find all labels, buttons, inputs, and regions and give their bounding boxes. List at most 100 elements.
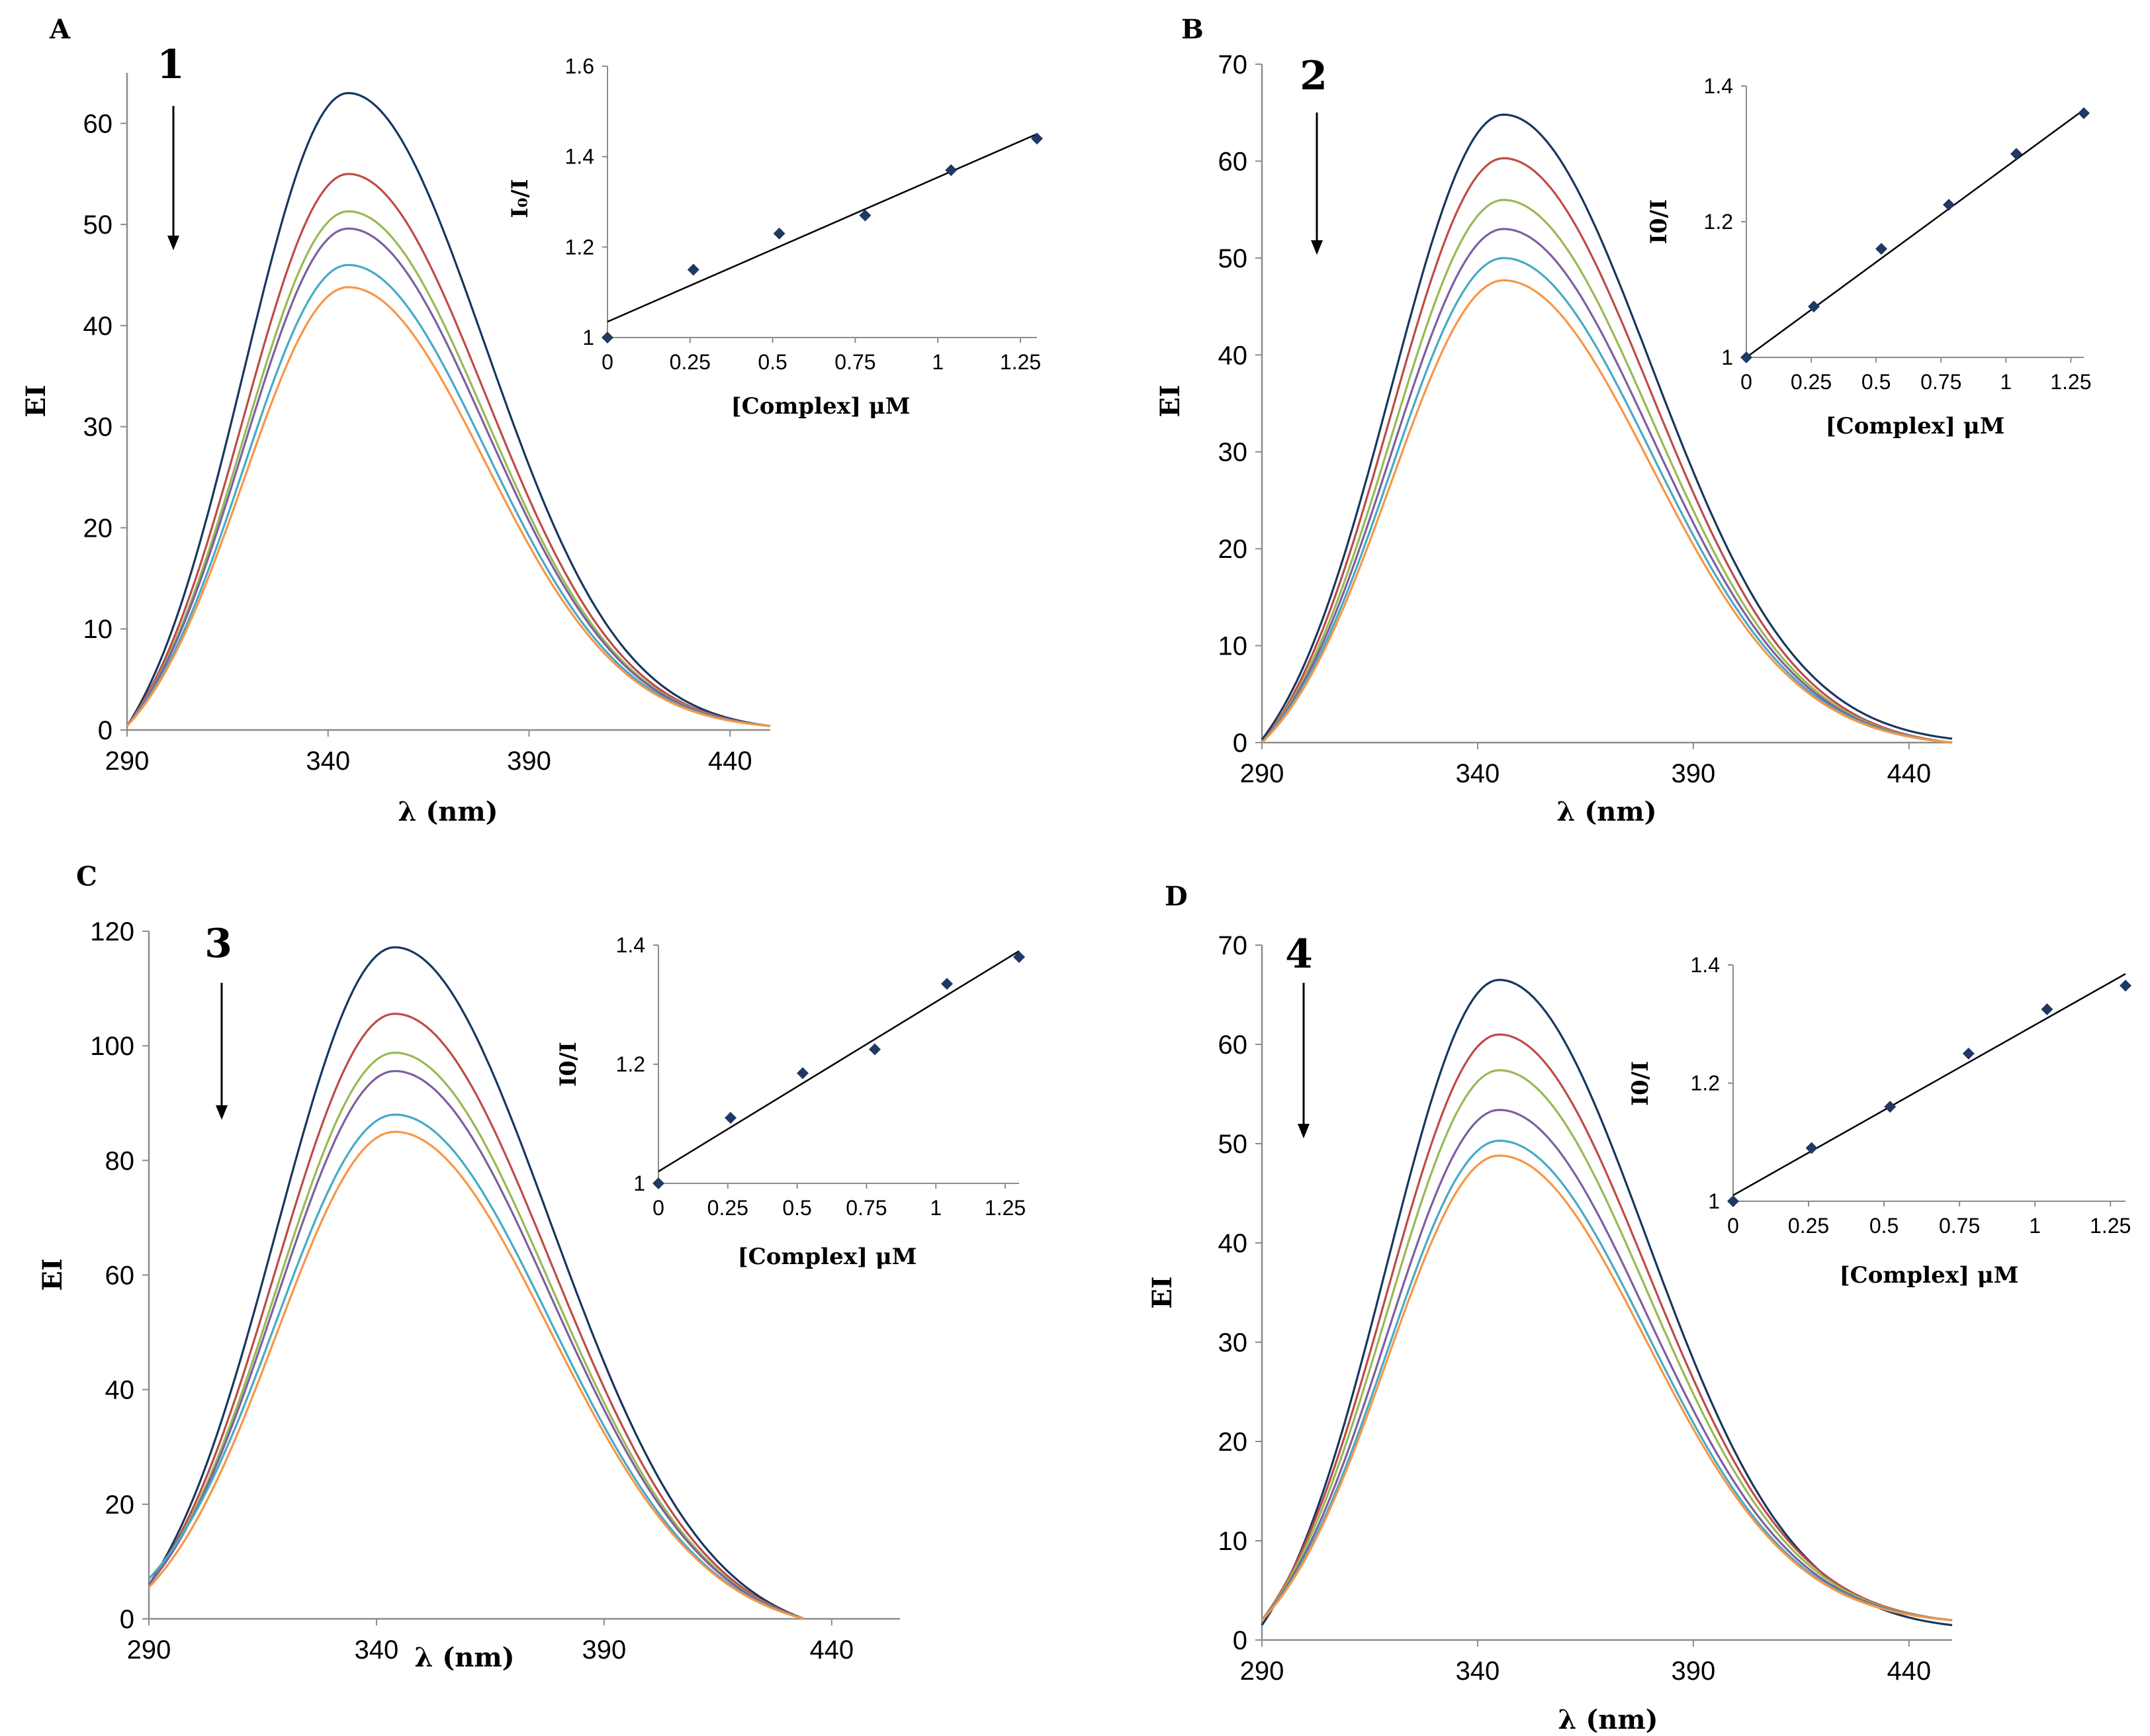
inset-y-tick-label: 1.4: [565, 145, 594, 169]
emission-series-line: [126, 286, 771, 727]
inset-x-tick-label: 0.5: [1869, 1214, 1899, 1238]
emission-series-line: [148, 1013, 805, 1620]
y-tick-label: 50: [1218, 1130, 1248, 1159]
quench-arrow-head: [1298, 1124, 1310, 1138]
y-tick-label: 40: [83, 312, 113, 341]
y-tick-label: 30: [1218, 438, 1248, 467]
emission-series-line: [1261, 257, 1953, 744]
emission-series-line: [1261, 1154, 1953, 1622]
inset-y-tick-label: 1.4: [1691, 953, 1720, 977]
inset-data-point: [869, 1043, 881, 1056]
inset-y-axis-label: I0/I: [555, 1042, 582, 1087]
y-tick-label: 20: [105, 1490, 135, 1520]
inset-x-tick-label: 0.75: [1939, 1214, 1980, 1238]
inset-data-point: [687, 263, 699, 276]
y-tick-label: 0: [98, 716, 112, 745]
emission-series-line: [1261, 978, 1953, 1627]
inset-x-tick-label: 1: [2029, 1214, 2041, 1238]
quench-arrow-head: [1311, 240, 1323, 255]
emission-series-line: [148, 1070, 805, 1620]
inset-y-tick-label: 1.4: [616, 933, 645, 957]
inset-plot: 1 1.2 1.4 0 0.25 0.5 0.75 1 1.25 [Complex] μM I0/I: [1646, 74, 2092, 439]
inset-data-point: [2041, 1003, 2053, 1015]
y-tick-label: 0: [1233, 1626, 1247, 1655]
inset-data-point: [1875, 243, 1887, 255]
panel-letter: A: [49, 14, 71, 45]
inset-y-tick-label: 1: [1708, 1189, 1720, 1213]
inset-fit-line: [1732, 973, 2126, 1197]
x-axis-label: λ (nm): [398, 796, 498, 827]
inset-plot: 1 1.2 1.4 0 0.25 0.5 0.75 1 1.25 [Complex] μM I0/I: [1627, 953, 2131, 1289]
emission-series-line: [126, 91, 771, 727]
inset-data-point: [773, 227, 785, 240]
inset-data-point: [1740, 351, 1752, 363]
y-tick-label: 50: [1218, 244, 1248, 273]
inset-x-tick-label: 1: [932, 350, 944, 374]
x-tick-label: 290: [1240, 759, 1284, 788]
inset-y-tick-label: 1.2: [616, 1052, 645, 1076]
inset-data-point: [1884, 1101, 1897, 1113]
panel-letter: C: [76, 861, 97, 892]
inset-x-tick-label: 1.25: [1000, 350, 1041, 374]
inset-data-point: [1727, 1195, 1739, 1207]
inset-x-tick-label: 0: [602, 350, 613, 374]
y-tick-label: 10: [1218, 1527, 1248, 1556]
inset-data-point: [859, 209, 872, 222]
y-axis-label: EI: [1155, 385, 1186, 417]
y-tick-label: 20: [1218, 1428, 1248, 1457]
y-tick-label: 20: [1218, 535, 1248, 564]
inset-y-tick-label: 1: [633, 1171, 645, 1195]
y-tick-label: 100: [90, 1032, 134, 1061]
inset-data-point: [945, 164, 958, 177]
inset-x-tick-label: 0.5: [758, 350, 787, 374]
inset-x-tick-label: 0.25: [707, 1196, 748, 1220]
y-tick-label: 0: [1233, 729, 1247, 758]
compound-number: 4: [1285, 931, 1313, 978]
inset-x-tick-label: 0: [652, 1196, 664, 1220]
emission-series-line: [1261, 113, 1953, 741]
x-tick-label: 340: [1456, 1657, 1500, 1686]
y-tick-label: 30: [1218, 1328, 1248, 1357]
y-tick-label: 70: [1218, 931, 1248, 960]
inset-y-tick-label: 1.2: [1704, 210, 1733, 234]
y-tick-label: 70: [1218, 50, 1248, 79]
x-tick-label: 440: [1887, 1657, 1931, 1686]
x-axis-label: λ (nm): [1558, 1704, 1658, 1735]
emission-series-line: [1261, 228, 1953, 744]
emission-series-line: [126, 210, 771, 727]
y-tick-label: 40: [105, 1376, 135, 1405]
y-axis-label: EI: [37, 1258, 68, 1291]
x-tick-label: 440: [809, 1635, 854, 1665]
x-tick-label: 290: [105, 747, 150, 776]
inset-data-point: [2010, 148, 2022, 160]
compound-number: 1: [157, 42, 185, 88]
quench-arrow-head: [216, 1105, 228, 1120]
emission-series-line: [126, 173, 771, 727]
x-tick-label: 390: [1672, 759, 1716, 788]
x-axis-label: λ (nm): [1556, 796, 1656, 827]
y-tick-label: 80: [105, 1146, 135, 1175]
inset-data-point: [652, 1177, 664, 1189]
inset-plot: 1 1.2 1.4 1.6 0 0.25 0.5 0.75 1 1.25 [Complex] μM I…: [507, 54, 1043, 420]
compound-number: 2: [1300, 53, 1327, 99]
inset-data-point: [797, 1067, 809, 1079]
inset-data-point: [2078, 107, 2090, 119]
inset-data-point: [602, 332, 613, 343]
inset-x-tick-label: 1: [2000, 370, 2012, 394]
emission-series-line: [148, 1130, 805, 1620]
inset-y-tick-label: 1.6: [565, 54, 594, 78]
inset-data-point: [2120, 980, 2131, 992]
emission-series-line: [1261, 1069, 1953, 1622]
y-tick-label: 40: [1218, 341, 1248, 370]
inset-data-point: [1943, 199, 1955, 211]
panel-letter: D: [1165, 881, 1188, 912]
inset-fit-line: [607, 133, 1038, 323]
inset-data-point: [941, 978, 953, 990]
emission-series-line: [148, 1051, 805, 1620]
y-tick-label: 20: [83, 514, 113, 543]
inset-x-axis-label: [Complex] μM: [1840, 1262, 2019, 1289]
inset-y-tick-label: 1: [1721, 345, 1733, 369]
inset-x-axis-label: [Complex] μM: [731, 393, 911, 420]
